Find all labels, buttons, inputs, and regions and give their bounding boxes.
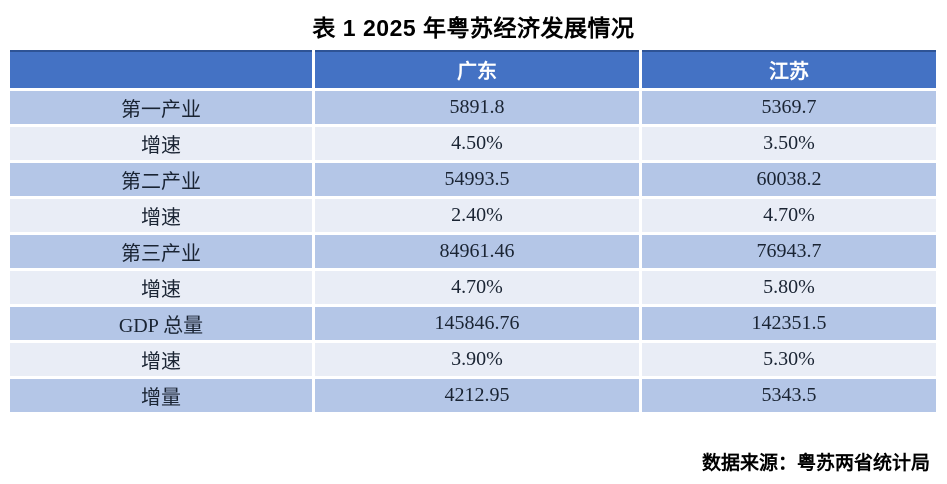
table-row: 增量 4212.95 5343.5	[7, 375, 939, 415]
table-row: 第三产业 84961.46 76943.7	[7, 231, 939, 271]
table-row: 第一产业 5891.8 5369.7	[7, 87, 939, 127]
value-cell-jiangsu: 5.80%	[639, 267, 939, 307]
table-row: 增速 4.70% 5.80%	[7, 267, 939, 307]
value-cell-jiangsu: 142351.5	[639, 303, 939, 343]
table-row: 第二产业 54993.5 60038.2	[7, 159, 939, 199]
value-cell-guangdong: 5891.8	[312, 87, 642, 127]
table-row: GDP 总量 145846.76 142351.5	[7, 303, 939, 343]
table-title: 表 1 2025 年粤苏经济发展情况	[312, 15, 635, 41]
row-label: 增量	[7, 375, 315, 415]
header-cell-jiangsu: 江苏	[639, 50, 939, 91]
value-cell-guangdong: 4.50%	[312, 123, 642, 163]
header-row: 广东 江苏	[7, 50, 939, 91]
value-cell-jiangsu: 60038.2	[639, 159, 939, 199]
table-body: 第一产业 5891.8 5369.7 增速 4.50% 3.50% 第二产业 54993.5 6…	[7, 87, 939, 415]
value-cell-jiangsu: 5.30%	[639, 339, 939, 379]
row-label: 第一产业	[7, 87, 315, 127]
value-cell-jiangsu: 76943.7	[639, 231, 939, 271]
table-row: 增速 4.50% 3.50%	[7, 123, 939, 163]
value-cell-guangdong: 4.70%	[312, 267, 642, 307]
value-cell-guangdong: 4212.95	[312, 375, 642, 415]
row-label: 增速	[7, 123, 315, 163]
row-label: 增速	[7, 195, 315, 235]
row-label: 增速	[7, 267, 315, 307]
value-cell-guangdong: 54993.5	[312, 159, 642, 199]
header-cell-guangdong: 广东	[312, 50, 642, 91]
table-header: 广东 江苏	[7, 50, 939, 91]
table-row: 增速 3.90% 5.30%	[7, 339, 939, 379]
row-label: 第三产业	[7, 231, 315, 271]
value-cell-guangdong: 84961.46	[312, 231, 642, 271]
value-cell-guangdong: 2.40%	[312, 195, 642, 235]
data-source-note: 数据来源：粤苏两省统计局	[701, 453, 930, 474]
value-cell-guangdong: 145846.76	[312, 303, 642, 343]
value-cell-guangdong: 3.90%	[312, 339, 642, 379]
row-label: 增速	[7, 339, 315, 379]
economy-comparison-table: 广东 江苏 第一产业 5891.8 5369.7 增速 4.50% 3.50% 第二产业 54…	[7, 50, 939, 415]
value-cell-jiangsu: 5369.7	[639, 87, 939, 127]
row-label: GDP 总量	[7, 303, 315, 343]
value-cell-jiangsu: 4.70%	[639, 195, 939, 235]
row-label: 第二产业	[7, 159, 315, 199]
value-cell-jiangsu: 3.50%	[639, 123, 939, 163]
header-cell-empty	[7, 50, 315, 91]
table-row: 增速 2.40% 4.70%	[7, 195, 939, 235]
value-cell-jiangsu: 5343.5	[639, 375, 939, 415]
